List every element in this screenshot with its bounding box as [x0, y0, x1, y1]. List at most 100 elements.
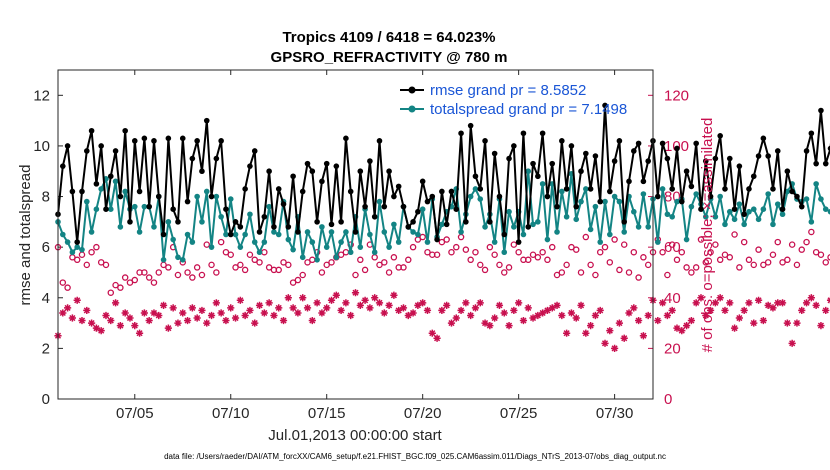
obs-possible-point: [692, 264, 700, 271]
obs-assimilated-point: [438, 306, 446, 315]
rmse-point: [635, 140, 642, 147]
obs-assimilated-point: [788, 339, 796, 347]
obs-assimilated-point: [366, 304, 374, 312]
obs-possible-point: [208, 261, 215, 269]
obs-assimilated-point: [577, 301, 585, 309]
rmse-point: [79, 188, 85, 195]
rmse-point: [59, 163, 66, 169]
obs-possible-point: [793, 261, 801, 269]
obs-possible-point: [477, 261, 484, 269]
obs-possible-point: [419, 233, 426, 241]
obs-possible-point: [145, 274, 153, 281]
obs-assimilated-point: [754, 296, 763, 304]
rmse-point: [726, 155, 733, 162]
rmse-point: [770, 186, 776, 192]
obs-assimilated-point: [222, 316, 230, 325]
totalspread-point: [693, 191, 699, 197]
rmse-point: [155, 193, 162, 200]
obs-assimilated-point: [611, 344, 619, 352]
obs-possible-point: [659, 248, 666, 256]
obs-assimilated-point: [515, 299, 523, 307]
obs-assimilated-point: [639, 332, 648, 340]
totalspread-point: [64, 239, 71, 245]
rmse-point: [669, 186, 675, 192]
rmse-point: [463, 219, 469, 225]
obs-possible-point: [237, 261, 244, 269]
legend-spread-marker: [408, 105, 416, 113]
rmse-point: [429, 193, 436, 200]
totalspread-point: [731, 216, 738, 223]
obs-assimilated-point: [491, 314, 499, 322]
totalspread-point: [597, 239, 604, 245]
totalspread-point: [213, 193, 220, 200]
rmse-point: [549, 160, 556, 167]
rmse-point: [736, 163, 743, 169]
totalspread-point: [175, 254, 181, 261]
totalspread-point: [218, 213, 224, 220]
rmse-point: [165, 135, 172, 142]
obs-possible-point: [241, 266, 249, 274]
rmse-point: [626, 178, 632, 185]
obs-possible-point: [462, 246, 470, 253]
obs-possible-point: [491, 251, 498, 258]
obs-assimilated-point: [361, 296, 369, 304]
chart-title-line1: Tropics 4109 / 6418 = 64.023%: [282, 29, 495, 46]
rmse-point: [798, 203, 805, 210]
rmse-point: [352, 229, 359, 235]
obs-possible-point: [227, 251, 234, 258]
totalspread-point: [304, 229, 311, 235]
totalspread-point: [607, 231, 613, 238]
rmse-point: [362, 203, 368, 210]
totalspread-point: [333, 254, 340, 261]
obs-assimilated-point: [59, 309, 67, 317]
obs-possible-point: [736, 264, 743, 271]
obs-possible-point: [524, 256, 532, 264]
rmse-point: [247, 163, 253, 169]
totalspread-point: [722, 221, 728, 228]
obs-assimilated-point: [644, 311, 652, 320]
rmse-point: [338, 219, 344, 225]
obs-possible-point: [424, 248, 431, 256]
x-tick-label: 07/15: [308, 405, 346, 422]
obs-possible-point: [472, 248, 479, 256]
obs-possible-point: [788, 241, 796, 248]
obs-possible-point: [611, 236, 618, 243]
obs-assimilated-point: [78, 316, 86, 325]
obs-assimilated-point: [241, 311, 249, 320]
totalspread-point: [563, 213, 570, 220]
rmse-point: [271, 224, 277, 230]
rmse-point: [813, 160, 819, 167]
rmse-point: [136, 188, 143, 195]
rmse-point: [295, 229, 301, 235]
totalspread-point: [323, 244, 330, 250]
obs-possible-point: [587, 261, 594, 269]
obs-possible-point: [246, 251, 254, 258]
totalspread-point: [439, 221, 445, 228]
obs-assimilated-point: [97, 327, 105, 335]
obs-possible-point: [285, 261, 292, 269]
obs-assimilated-point: [452, 314, 460, 322]
obs-assimilated-point: [587, 322, 595, 330]
rmse-point: [275, 186, 282, 192]
obs-assimilated-point: [601, 339, 609, 347]
obs-assimilated-point: [308, 316, 316, 325]
obs-assimilated-point: [265, 299, 273, 307]
obs-possible-point: [596, 248, 604, 256]
obs-assimilated-point: [332, 291, 340, 299]
totalspread-point: [227, 196, 234, 202]
rmse-point: [88, 127, 95, 134]
totalspread-point: [559, 188, 565, 195]
rmse-point: [299, 188, 306, 195]
obs-assimilated-point: [692, 299, 700, 307]
obs-possible-point: [318, 269, 326, 276]
rmse-point: [803, 148, 810, 154]
rmse-point: [343, 135, 349, 142]
rmse-point: [683, 168, 690, 175]
obs-assimilated-point: [428, 329, 436, 337]
obs-assimilated-point: [447, 319, 456, 327]
obs-assimilated-point: [678, 327, 686, 335]
obs-possible-point: [592, 271, 599, 279]
obs-possible-point: [644, 261, 652, 269]
obs-possible-point: [88, 248, 95, 256]
obs-assimilated-point: [159, 301, 168, 309]
